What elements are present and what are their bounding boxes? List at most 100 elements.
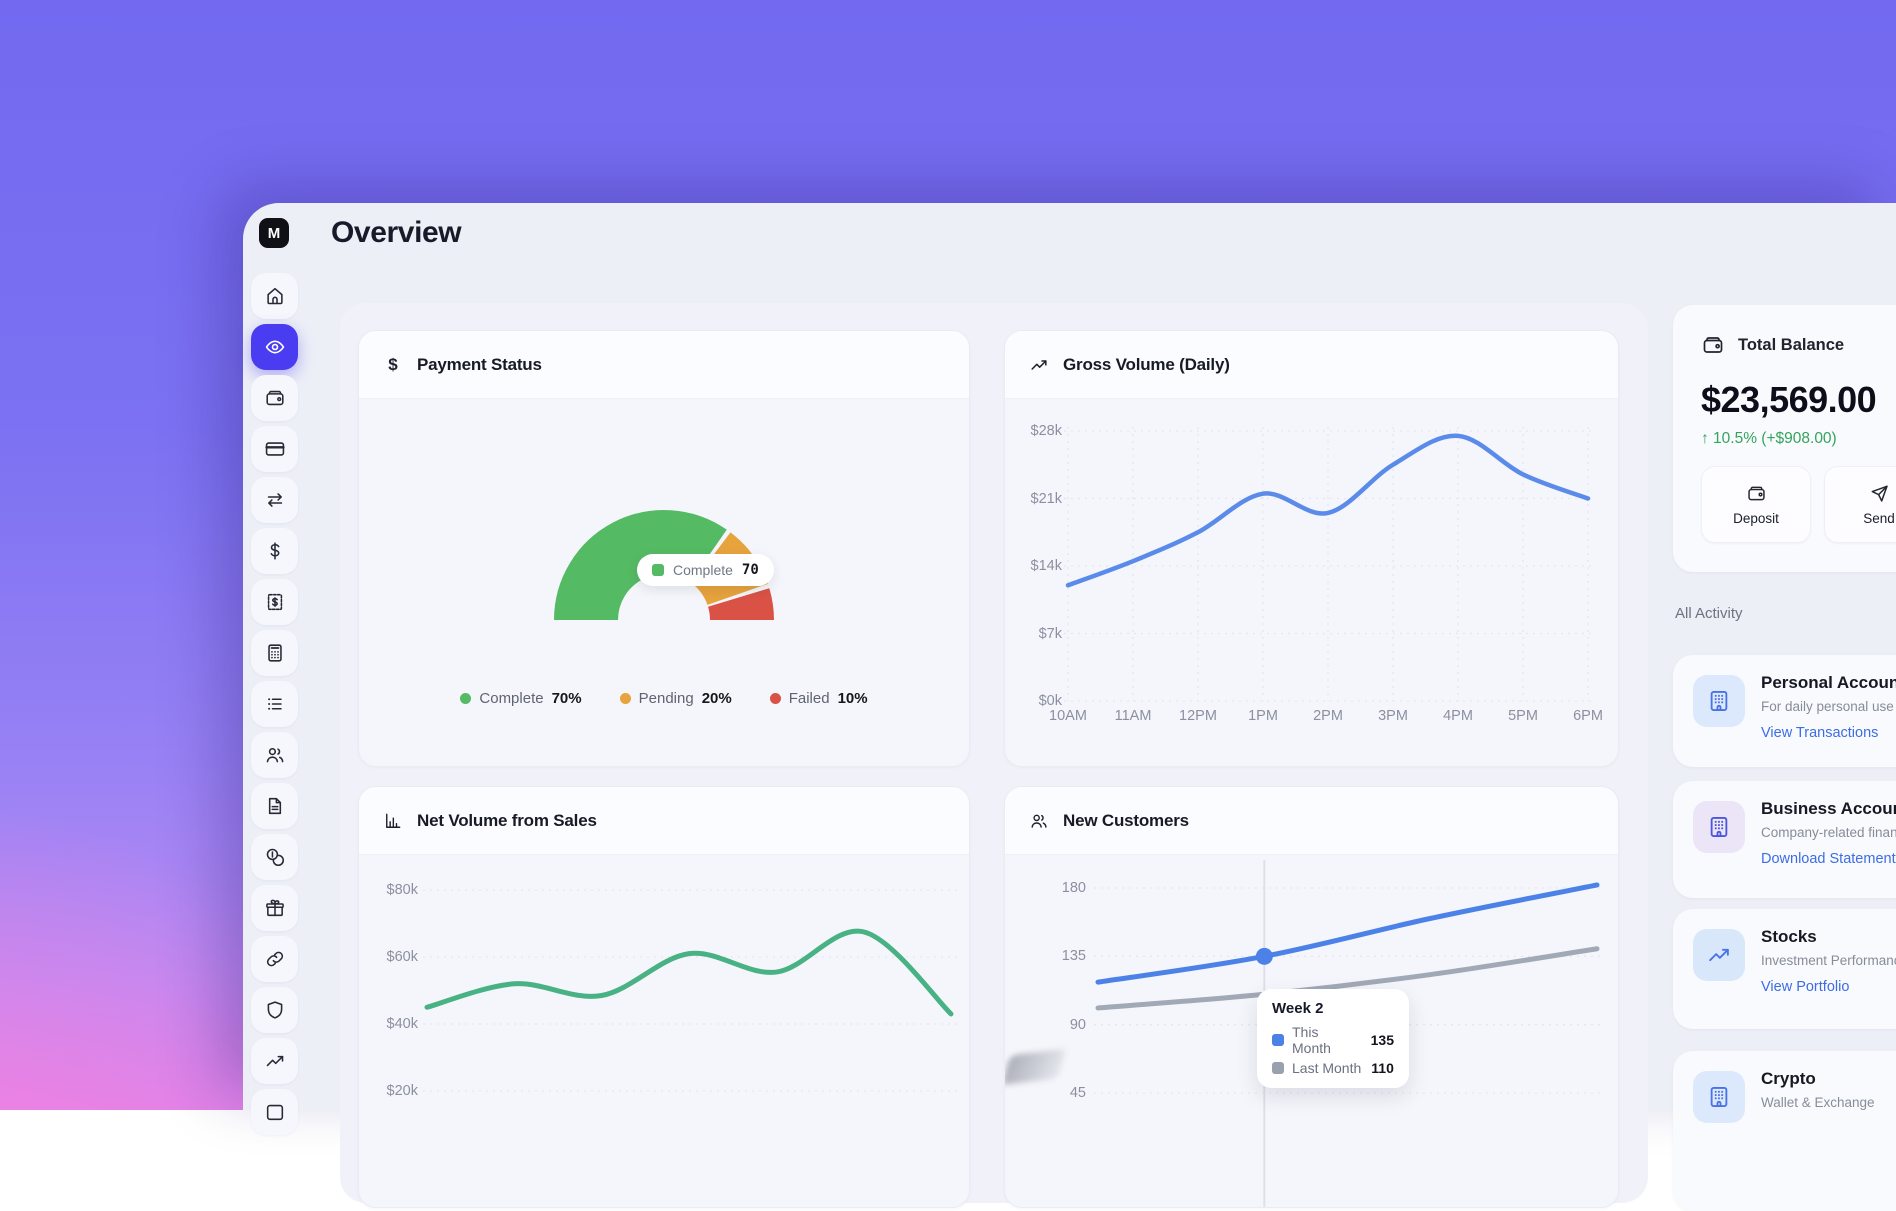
x-axis-label: 10AM [1036,708,1100,724]
tooltip-row: This Month 135 [1272,1024,1394,1056]
legend-value: 70% [552,690,582,707]
tooltip-title: Week 2 [1272,1000,1394,1017]
legend-label: Complete [479,690,543,707]
card-header: $ Payment Status [359,331,969,399]
x-axis-label: 2PM [1296,708,1360,724]
net-volume-chart[interactable]: $80k$60k$40k$20k [359,856,969,1207]
sidebar-item-list[interactable] [251,681,298,727]
tooltip-label: Complete [673,562,733,578]
tooltip-value: 110 [1371,1060,1394,1076]
legend-dot [460,693,471,704]
credit-card-icon [264,438,286,460]
card-header: Net Volume from Sales [359,787,969,855]
link-icon [264,948,286,970]
bar-chart-icon [383,811,403,831]
activity-link[interactable]: View Transactions [1761,725,1878,741]
building-icon [1693,675,1745,727]
legend-value: 10% [838,690,868,707]
activity-title: Crypto [1761,1069,1816,1089]
sidebar-item-trending-up[interactable] [251,1038,298,1084]
tooltip-value: 135 [1371,1032,1394,1048]
x-axis-label: 3PM [1361,708,1425,724]
sidebar-item-link[interactable] [251,936,298,982]
y-axis-label: $28k [1004,423,1062,439]
trending-up-icon [1693,929,1745,981]
x-axis-label: 4PM [1426,708,1490,724]
sidebar-item-invoice[interactable] [251,579,298,625]
new-customers-chart[interactable]: Week 2 This Month 135 Last Month 110 180… [1005,856,1618,1207]
y-axis-label: $80k [358,882,418,898]
activity-title: Stocks [1761,927,1817,947]
activity-card-personal-account[interactable]: Personal Account For daily personal use Vi… [1673,655,1896,767]
card-title: New Customers [1063,811,1189,831]
building-icon [1693,801,1745,853]
sidebar-item-dollar[interactable] [251,528,298,574]
sidebar-item-coins[interactable] [251,834,298,880]
total-balance-label: Total Balance [1738,336,1844,355]
x-axis-label: 1PM [1231,708,1295,724]
legend-swatch [1272,1062,1284,1074]
dollar-icon: $ [383,355,403,375]
page-title: Overview [331,216,461,250]
total-balance-value: $23,569.00 [1701,379,1896,421]
y-axis-label: $0k [1004,693,1062,709]
sidebar-item-home[interactable] [251,273,298,319]
y-axis-label: $14k [1004,558,1062,574]
sidebar-item-users[interactable] [251,732,298,778]
sidebar-item-calculator[interactable] [251,630,298,676]
legend-swatch [1272,1034,1284,1046]
total-balance-delta: ↑ 10.5% (+$908.00) [1701,430,1896,448]
activity-link[interactable]: View Portfolio [1761,979,1849,995]
activity-subtitle: For daily personal use [1761,699,1894,714]
y-axis-label: $60k [358,949,418,965]
dollar-icon [264,540,286,562]
app-logo: M [259,218,289,248]
legend-dot [770,693,781,704]
legend-item-complete: Complete 70% [460,690,581,707]
list-icon [264,693,286,715]
sidebar-item-wallet[interactable] [251,375,298,421]
sidebar-item-eye[interactable] [251,324,298,370]
send-icon [1869,483,1890,504]
tooltip-label: Last Month [1292,1060,1361,1076]
card-header: New Customers [1005,787,1618,855]
y-axis-label: $21k [1004,491,1062,507]
sidebar-item-gift[interactable] [251,885,298,931]
calculator-icon [264,642,286,664]
wallet-icon [1746,483,1767,504]
activity-title: Personal Account [1761,673,1896,693]
send-button[interactable]: Send [1824,466,1896,543]
deposit-label: Deposit [1733,511,1779,526]
sidebar-item-document[interactable] [251,783,298,829]
sidebar-item-credit-card[interactable] [251,426,298,472]
card-title: Net Volume from Sales [417,811,597,831]
net-volume-card: Net Volume from Sales $80k$60k$40k$20k [358,786,970,1208]
wallet-icon [264,387,286,409]
sidebar-item-transfers[interactable] [251,477,298,523]
activity-title: Business Account [1761,799,1896,819]
y-axis-label: $20k [358,1083,418,1099]
users-icon [264,744,286,766]
y-axis-label: 90 [1024,1017,1086,1033]
total-balance-header: Total Balance [1701,333,1896,357]
users-icon [1029,811,1049,831]
balance-actions: Deposit Send [1701,466,1896,543]
y-axis-label: 180 [1024,880,1086,896]
deposit-button[interactable]: Deposit [1701,466,1811,543]
chart-tooltip: Week 2 This Month 135 Last Month 110 [1257,989,1409,1088]
coins-icon [264,846,286,868]
tooltip-label: This Month [1292,1024,1361,1056]
activity-link[interactable]: Download Statements [1761,851,1896,867]
sidebar-item-shield[interactable] [251,987,298,1033]
chart-canvas [359,856,969,1207]
sidebar-item-window[interactable] [251,1089,298,1135]
